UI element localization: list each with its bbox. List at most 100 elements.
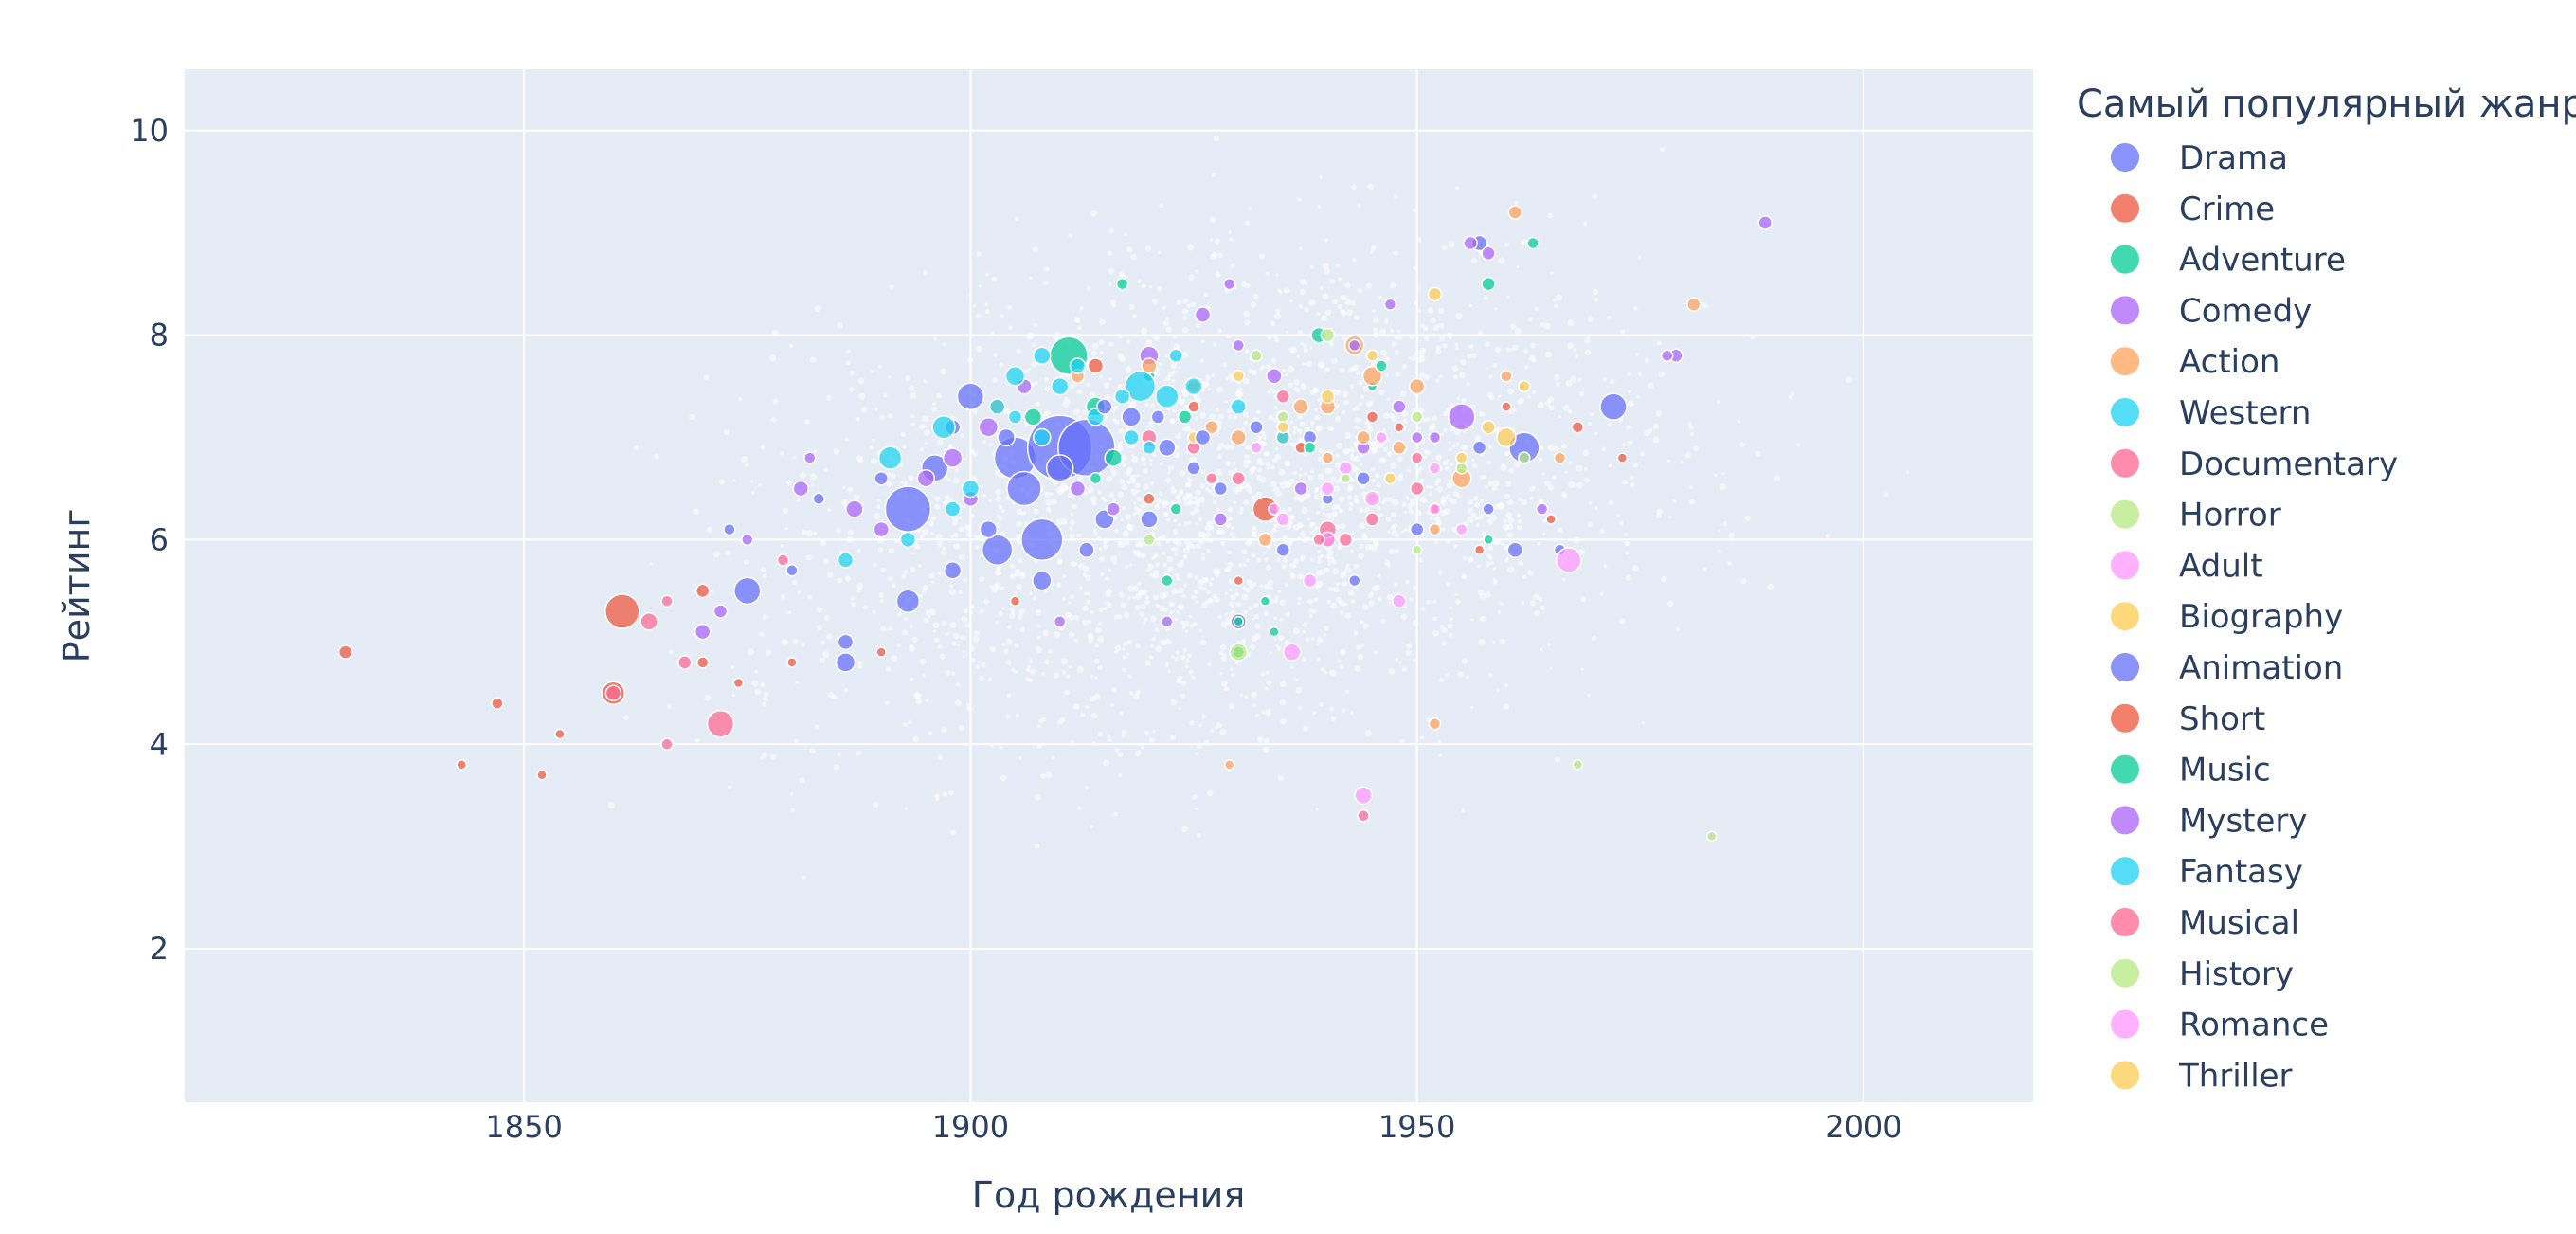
point-romance[interactable] bbox=[1268, 502, 1281, 516]
point-drama[interactable] bbox=[956, 382, 985, 411]
point-crime[interactable] bbox=[1365, 410, 1379, 424]
point-western[interactable] bbox=[944, 500, 962, 517]
point-action[interactable] bbox=[1507, 205, 1523, 220]
point-action[interactable] bbox=[1292, 398, 1309, 415]
point-adventure[interactable] bbox=[1233, 616, 1244, 627]
point-fantasy[interactable] bbox=[1113, 388, 1131, 406]
point-comedy[interactable] bbox=[741, 533, 754, 547]
point-action[interactable] bbox=[1321, 451, 1335, 464]
point-western[interactable] bbox=[1033, 346, 1052, 365]
point-music[interactable] bbox=[1259, 595, 1271, 607]
point-drama[interactable] bbox=[723, 522, 736, 536]
point-animation[interactable] bbox=[1158, 438, 1177, 458]
point-documentary[interactable] bbox=[706, 709, 735, 738]
point-music[interactable] bbox=[1089, 471, 1103, 485]
point-drama[interactable] bbox=[835, 652, 856, 673]
point-documentary[interactable] bbox=[1275, 389, 1291, 405]
point-comedy[interactable] bbox=[1222, 277, 1236, 291]
point-crime[interactable] bbox=[1087, 357, 1105, 374]
point-drama[interactable] bbox=[1506, 541, 1524, 558]
legend-item-action[interactable]: Action bbox=[2111, 343, 2279, 381]
point-adult[interactable] bbox=[1282, 643, 1302, 662]
point-western[interactable] bbox=[837, 552, 855, 569]
point-comedy[interactable] bbox=[1535, 502, 1549, 516]
point-western[interactable] bbox=[1124, 370, 1157, 403]
legend-item-drama[interactable]: Drama bbox=[2111, 139, 2288, 177]
point-adventure[interactable] bbox=[1023, 408, 1043, 426]
point-action[interactable] bbox=[1257, 532, 1273, 548]
point-horror[interactable] bbox=[1320, 327, 1336, 343]
point-crime[interactable] bbox=[1187, 400, 1200, 413]
point-horror[interactable] bbox=[1229, 643, 1248, 662]
point-action[interactable] bbox=[1223, 759, 1235, 771]
legend-item-fantasy[interactable]: Fantasy bbox=[2111, 853, 2303, 891]
point-horror[interactable] bbox=[1572, 759, 1584, 771]
point-short[interactable] bbox=[1394, 421, 1405, 433]
point-animation[interactable] bbox=[1249, 419, 1264, 435]
point-biography[interactable] bbox=[1320, 389, 1336, 405]
point-crime[interactable] bbox=[1009, 595, 1021, 607]
point-adult[interactable] bbox=[1354, 786, 1373, 805]
legend-item-western[interactable]: Western bbox=[2111, 394, 2311, 432]
point-music[interactable] bbox=[1375, 359, 1388, 372]
point-drama[interactable] bbox=[1006, 470, 1042, 507]
point-adventure[interactable] bbox=[1161, 573, 1174, 588]
legend-item-history[interactable]: History bbox=[2111, 955, 2294, 993]
point-drama[interactable] bbox=[733, 576, 762, 606]
point-fantasy[interactable] bbox=[1007, 409, 1023, 425]
point-crime[interactable] bbox=[1545, 514, 1557, 525]
point-comedy[interactable] bbox=[978, 416, 1000, 438]
legend-item-mystery[interactable]: Mystery bbox=[2111, 802, 2308, 840]
point-crime[interactable] bbox=[456, 759, 467, 771]
legend[interactable]: Самый популярный жанр DramaCrimeAdventur… bbox=[2077, 82, 2576, 1095]
legend-item-comedy[interactable]: Comedy bbox=[2111, 292, 2312, 330]
point-documentary[interactable] bbox=[1231, 470, 1246, 486]
point-mystery[interactable] bbox=[1392, 399, 1407, 414]
point-western[interactable] bbox=[1050, 376, 1070, 396]
point-drama[interactable] bbox=[1347, 573, 1361, 588]
point-musical[interactable] bbox=[1410, 451, 1424, 464]
legend-item-horror[interactable]: Horror bbox=[2111, 497, 2281, 535]
point-comedy[interactable] bbox=[1481, 245, 1496, 262]
legend-item-biography[interactable]: Biography bbox=[2111, 598, 2343, 636]
point-drama[interactable] bbox=[1150, 409, 1166, 425]
point-drama[interactable] bbox=[1275, 542, 1291, 557]
point-adult[interactable] bbox=[1275, 512, 1291, 527]
point-drama[interactable] bbox=[895, 589, 921, 613]
point-drama[interactable] bbox=[1140, 510, 1159, 529]
point-adventure[interactable] bbox=[1526, 236, 1540, 250]
point-comedy[interactable] bbox=[1053, 615, 1067, 628]
point-comedy[interactable] bbox=[1410, 430, 1424, 445]
point-comedy[interactable] bbox=[916, 468, 936, 488]
point-documentary[interactable] bbox=[776, 553, 790, 567]
point-short[interactable] bbox=[786, 657, 798, 668]
point-western[interactable] bbox=[877, 445, 903, 470]
point-biography[interactable] bbox=[1496, 426, 1517, 448]
point-adult[interactable] bbox=[1392, 593, 1407, 608]
point-action[interactable] bbox=[1361, 366, 1383, 387]
point-action[interactable] bbox=[1500, 370, 1513, 383]
point-comedy[interactable] bbox=[1266, 368, 1283, 385]
point-short[interactable] bbox=[875, 646, 887, 658]
point-drama[interactable] bbox=[1356, 470, 1371, 486]
point-drama[interactable] bbox=[1078, 541, 1095, 558]
point-adult[interactable] bbox=[1455, 522, 1468, 536]
point-drama[interactable] bbox=[1186, 461, 1201, 476]
point-short[interactable] bbox=[536, 769, 548, 781]
legend-item-thriller[interactable]: Thriller bbox=[2111, 1057, 2293, 1095]
point-adult[interactable] bbox=[1556, 547, 1582, 573]
point-comedy[interactable] bbox=[1161, 615, 1174, 628]
point-romance[interactable] bbox=[1375, 430, 1388, 445]
point-adventure[interactable] bbox=[1115, 277, 1129, 291]
legend-item-adult[interactable]: Adult bbox=[2111, 547, 2263, 585]
point-mystery[interactable] bbox=[1347, 338, 1361, 353]
point-fantasy[interactable] bbox=[1142, 440, 1157, 456]
point-musical[interactable] bbox=[1205, 471, 1218, 485]
point-drama[interactable] bbox=[812, 492, 825, 506]
point-animation[interactable] bbox=[1096, 398, 1113, 415]
point-music[interactable] bbox=[1481, 276, 1496, 292]
point-drama[interactable] bbox=[1020, 517, 1064, 562]
point-horror[interactable] bbox=[1143, 533, 1156, 547]
point-crime[interactable] bbox=[337, 644, 353, 660]
point-horror[interactable] bbox=[1705, 830, 1718, 843]
